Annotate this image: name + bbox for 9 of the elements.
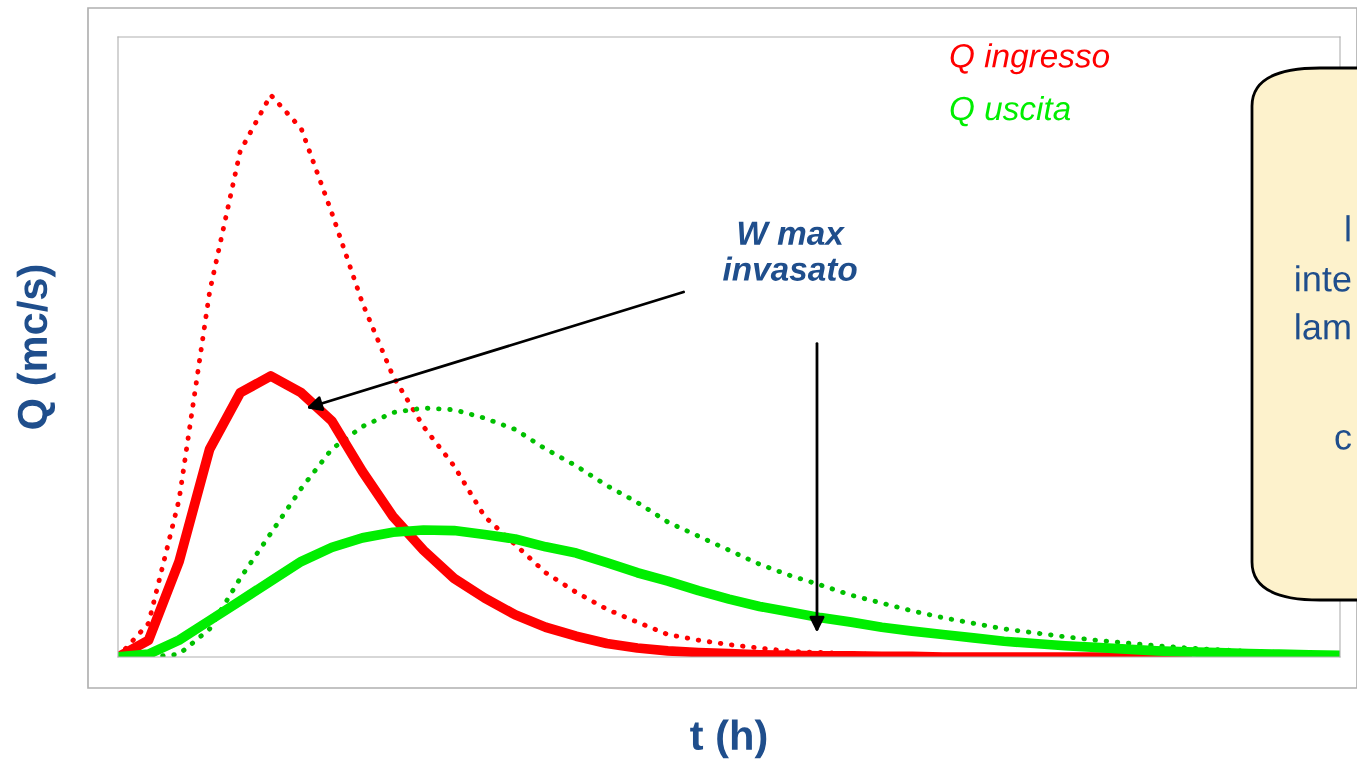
annotation: lam — [1296, 313, 1350, 340]
annotation: W max invasato — [723, 221, 857, 281]
annotation: inte — [1296, 265, 1351, 292]
text: Q ingresso — [950, 43, 1110, 75]
x-axis-title: t (h) — [690, 719, 767, 759]
annotation: c — [1335, 429, 1352, 450]
text: l — [1346, 215, 1350, 242]
text: Q uscita — [950, 95, 1071, 127]
y-axis-title: Q (mc/s) — [16, 265, 56, 429]
